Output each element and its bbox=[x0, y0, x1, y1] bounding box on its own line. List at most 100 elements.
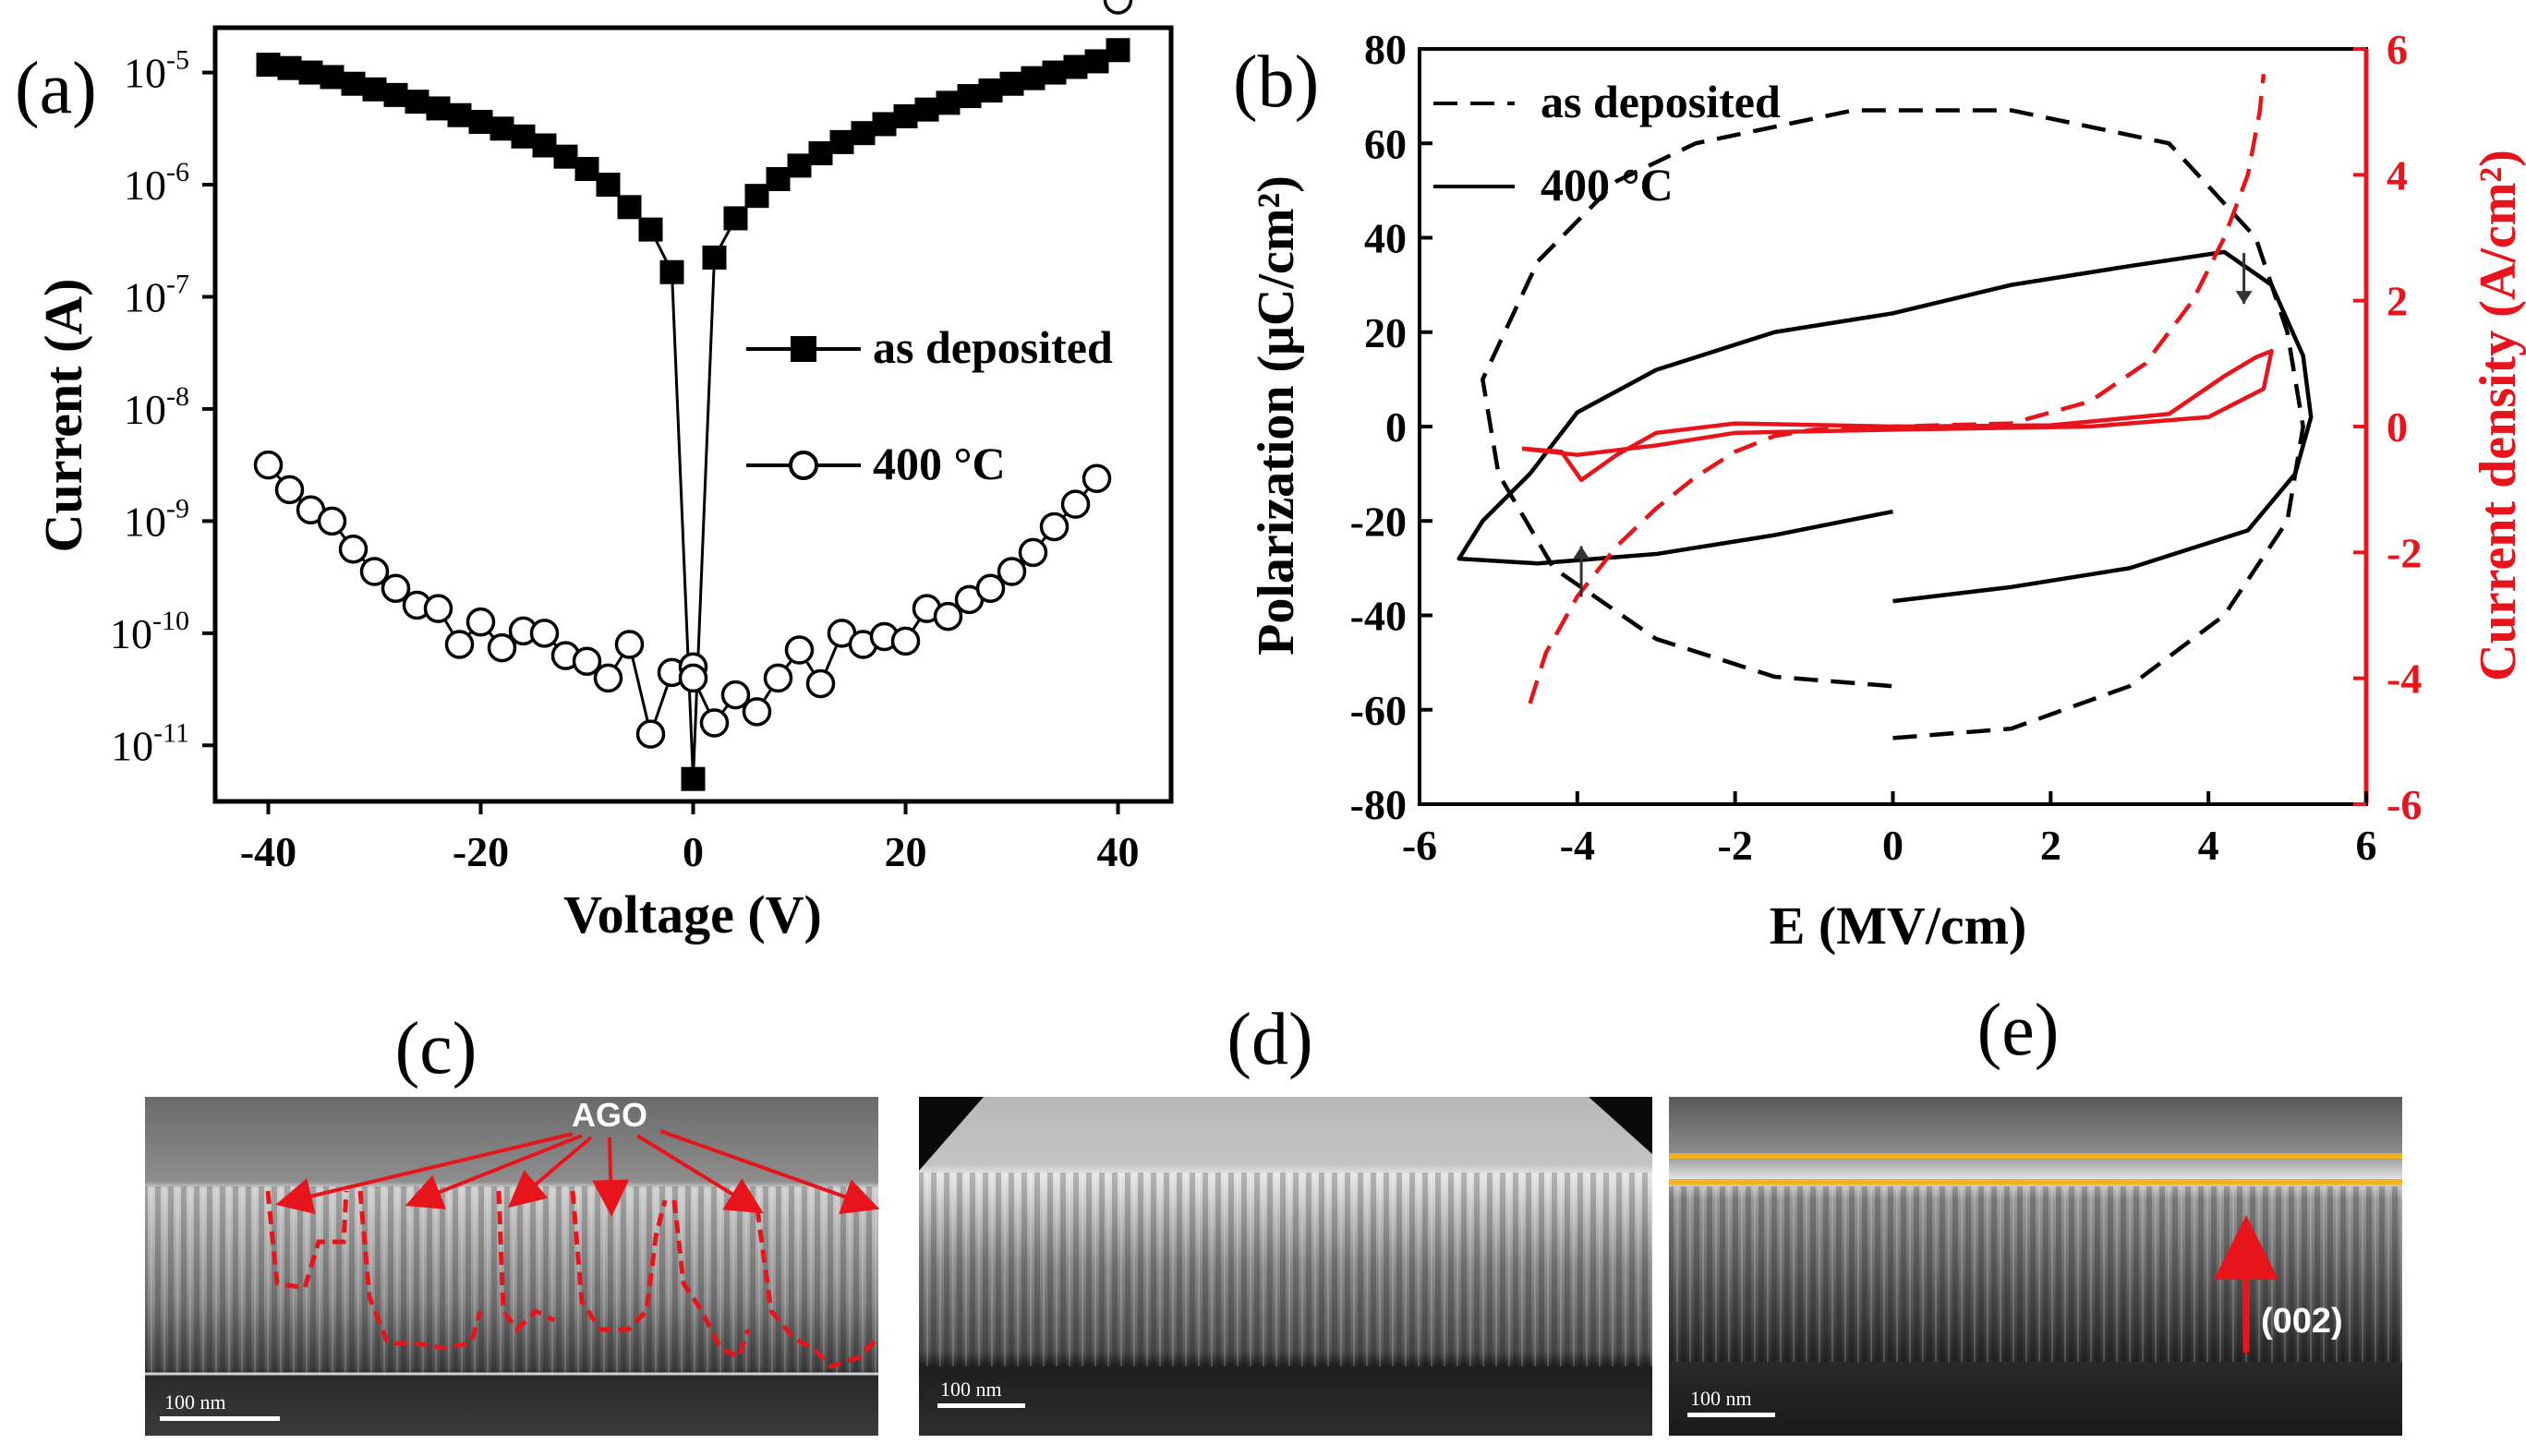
x-tick-label-a: 20 bbox=[885, 828, 927, 875]
data-point-400c bbox=[635, 719, 666, 749]
data-point-as-deposited bbox=[1063, 54, 1088, 79]
data-point-as-deposited bbox=[447, 102, 472, 127]
y-axis-ticks-a: 10-11 10-10 10-9 10-8 10-7 10-6 10-5 bbox=[110, 45, 215, 769]
data-point-400c bbox=[487, 632, 517, 663]
legend-b: as deposited 400 °C bbox=[1433, 76, 1781, 211]
data-point-as-deposited bbox=[277, 55, 302, 80]
data-point-400c bbox=[1039, 511, 1070, 542]
panel-c-tem-image: (c) 100 nm AGO bbox=[145, 1008, 880, 1436]
data-point-as-deposited bbox=[362, 77, 387, 102]
panel-label-c: (c) bbox=[395, 1008, 477, 1089]
data-point-400c bbox=[614, 630, 645, 659]
y-tick-label-b-left: -60 bbox=[1350, 687, 1407, 734]
data-point-400c bbox=[317, 506, 347, 536]
grain-boundary-outlines bbox=[265, 1190, 879, 1369]
right-y-axis-label-b: Current density (A/cm²) bbox=[2470, 150, 2526, 681]
right-y-axis-ticks-b: -6 -4 -2 0 2 4 6 bbox=[2353, 26, 2422, 828]
data-point-as-deposited bbox=[787, 153, 812, 178]
data-point-400c bbox=[933, 601, 963, 632]
scale-bar-e bbox=[1687, 1413, 1775, 1417]
peak-arrow-head bbox=[2235, 291, 2253, 305]
data-point-as-deposited bbox=[681, 766, 706, 791]
y-tick-label-b-left: -80 bbox=[1350, 781, 1407, 828]
y-tick-label-a: 10-10 bbox=[110, 606, 189, 657]
data-point-400c bbox=[593, 663, 623, 693]
scale-bar-c bbox=[160, 1416, 280, 1421]
ago-arrows bbox=[275, 1129, 880, 1217]
data-point-400c bbox=[997, 557, 1027, 586]
y-tick-label-b-left: 0 bbox=[1385, 403, 1407, 451]
data-point-as-deposited bbox=[893, 103, 918, 128]
x-axis-ticks-a: -40 -20 0 20 40 bbox=[240, 801, 1140, 875]
x-tick-label-b: -4 bbox=[1560, 822, 1595, 869]
data-point-as-deposited bbox=[851, 121, 876, 146]
legend-marker-as-deposited bbox=[791, 336, 816, 362]
x-tick-label-b: 6 bbox=[2356, 822, 2377, 869]
x-tick-label-a: 0 bbox=[683, 828, 704, 875]
y-tick-label-a: 10-11 bbox=[111, 717, 189, 769]
y-tick-label-b-right: 6 bbox=[2387, 26, 2408, 73]
legend-label-b-as-deposited: as deposited bbox=[1541, 76, 1781, 127]
x-tick-label-a: 40 bbox=[1097, 828, 1140, 875]
data-point-as-deposited bbox=[829, 129, 854, 154]
panel-label-b: (b) bbox=[1233, 42, 1319, 123]
data-point-as-deposited bbox=[617, 195, 642, 220]
data-point-as-deposited bbox=[914, 97, 939, 122]
data-point-400c bbox=[678, 663, 708, 693]
data-point-400c bbox=[742, 697, 772, 727]
y-tick-label-a: 10-7 bbox=[124, 269, 189, 320]
y-tick-label-a: 10-6 bbox=[124, 157, 189, 209]
y-tick-label-b-left: 40 bbox=[1364, 215, 1407, 262]
y-tick-label-a: 10-5 bbox=[124, 45, 189, 97]
data-point-as-deposited bbox=[1042, 60, 1067, 85]
data-point-400c bbox=[444, 630, 475, 659]
data-point-400c bbox=[359, 557, 390, 586]
y-axis-label-a: Current (A) bbox=[33, 279, 93, 553]
data-point-400c bbox=[381, 573, 411, 603]
x-tick-label-b: 0 bbox=[1882, 822, 1904, 869]
x-axis-label-b: E (MV/cm) bbox=[1770, 896, 2027, 956]
peak-arrows-b bbox=[1573, 253, 2253, 597]
data-point-as-deposited bbox=[511, 124, 536, 149]
data-point-400c bbox=[720, 680, 751, 710]
data-point-400c bbox=[805, 668, 836, 699]
data-point-as-deposited bbox=[1106, 38, 1130, 63]
data-point-as-deposited bbox=[638, 217, 663, 242]
orientation-label: (002) bbox=[2261, 1302, 2343, 1341]
data-point-400c bbox=[253, 450, 284, 480]
x-tick-label-b: 4 bbox=[2198, 822, 2219, 869]
data-point-as-deposited bbox=[1084, 49, 1109, 74]
ago-label: AGO bbox=[572, 1096, 647, 1134]
data-point-as-deposited bbox=[723, 206, 748, 231]
y-tick-label-b-right: 4 bbox=[2387, 151, 2408, 199]
data-point-400c bbox=[338, 534, 369, 564]
data-point-400c bbox=[699, 708, 730, 738]
left-y-axis-label-b: Polarization (μC/cm²) bbox=[1248, 175, 1305, 656]
data-point-400c bbox=[465, 607, 496, 637]
series-curve-b bbox=[1521, 348, 2274, 483]
panel-label-e: (e) bbox=[1977, 990, 2060, 1071]
data-point-as-deposited bbox=[999, 71, 1024, 96]
data-point-400c bbox=[1082, 463, 1112, 493]
y-tick-label-a: 10-9 bbox=[124, 493, 189, 545]
x-axis-label-a: Voltage (V) bbox=[563, 884, 822, 945]
y-tick-label-b-left: 20 bbox=[1364, 309, 1407, 356]
series-group-b bbox=[1456, 74, 2314, 740]
data-point-400c bbox=[784, 635, 815, 665]
x-tick-label-a: -40 bbox=[240, 828, 296, 875]
legend-label-400c: 400 °C bbox=[873, 438, 1006, 489]
data-point-400c bbox=[1018, 537, 1048, 568]
data-point-as-deposited bbox=[489, 116, 514, 141]
data-point-as-deposited bbox=[744, 184, 769, 209]
scale-label-d: 100 nm bbox=[940, 1378, 1002, 1401]
y-tick-label-b-right: -2 bbox=[2387, 529, 2422, 576]
data-point-as-deposited bbox=[659, 259, 684, 284]
data-point-as-deposited bbox=[553, 144, 578, 169]
series-curve-b bbox=[1528, 74, 2266, 704]
panel-d-tem-image: (d) 100 nm bbox=[919, 999, 1652, 1436]
legend-marker-400c bbox=[789, 451, 818, 480]
y-tick-label-b-right: 2 bbox=[2387, 278, 2408, 325]
y-tick-label-b-left: 60 bbox=[1364, 120, 1407, 167]
